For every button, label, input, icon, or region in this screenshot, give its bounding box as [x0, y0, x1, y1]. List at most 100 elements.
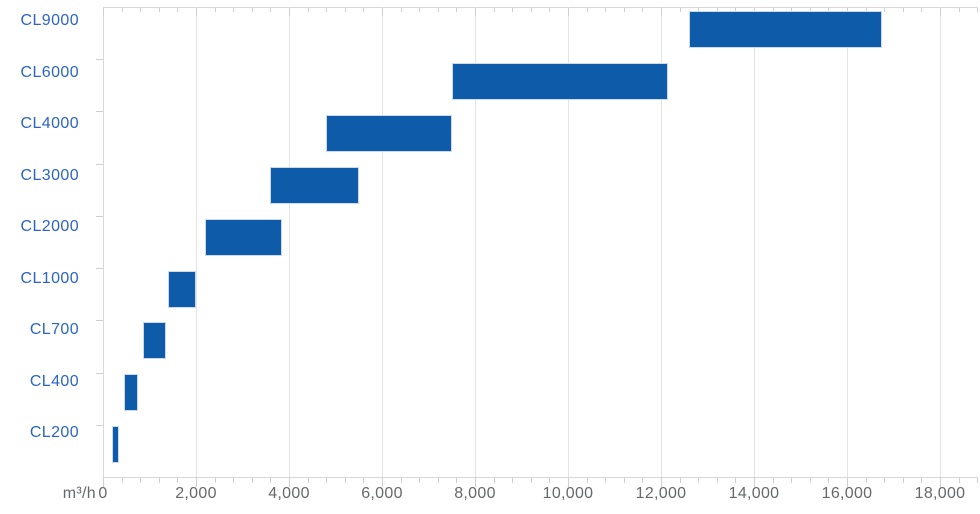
minor-tick-mark — [586, 8, 588, 12]
category-label-cl3000: CL3000 — [20, 166, 79, 184]
minor-tick-mark — [902, 8, 904, 12]
x-tick-label: 16,000 — [821, 485, 873, 502]
major-tick-mark — [940, 478, 941, 487]
major-tick-mark — [568, 8, 569, 16]
minor-tick-mark — [921, 478, 923, 483]
x-tick-label: 2,000 — [175, 485, 217, 502]
minor-tick-mark — [140, 8, 142, 12]
major-tick-mark — [475, 8, 476, 16]
category-boundary-tick — [96, 372, 103, 374]
gridline — [381, 7, 383, 477]
minor-tick-mark — [363, 8, 365, 12]
minor-tick-mark — [958, 8, 960, 12]
minor-tick-mark — [623, 478, 625, 483]
gridline — [753, 7, 755, 477]
category-boundary-tick — [96, 268, 103, 270]
minor-tick-mark — [400, 8, 402, 12]
bar-cl400 — [123, 374, 138, 412]
minor-tick-mark — [791, 8, 793, 12]
gridline — [567, 7, 569, 477]
x-tick-label: 6,000 — [361, 485, 403, 502]
minor-tick-mark — [158, 8, 160, 12]
minor-tick-mark — [642, 478, 644, 483]
minor-tick-mark — [605, 8, 607, 12]
minor-tick-mark — [865, 8, 867, 12]
x-tick-label: 14,000 — [728, 485, 780, 502]
minor-tick-mark — [158, 478, 160, 483]
minor-tick-mark — [363, 478, 365, 483]
category-label-cl2000: CL2000 — [20, 218, 79, 235]
minor-tick-mark — [809, 478, 811, 483]
category-boundary-tick — [96, 215, 103, 217]
minor-tick-mark — [679, 478, 681, 483]
minor-tick-mark — [437, 8, 439, 12]
major-tick-mark — [196, 478, 197, 487]
major-tick-mark — [568, 478, 569, 487]
minor-tick-mark — [419, 8, 421, 12]
major-tick-mark — [661, 478, 662, 487]
minor-tick-mark — [177, 8, 179, 12]
x-tick-label: 4,000 — [268, 485, 310, 502]
x-axis-bottom-line — [103, 477, 978, 478]
category-label-cl200: CL200 — [29, 424, 79, 441]
x-tick-label: 10,000 — [542, 485, 594, 502]
minor-tick-mark — [307, 8, 309, 12]
minor-tick-mark — [251, 478, 253, 483]
minor-tick-mark — [493, 478, 495, 483]
major-tick-mark — [382, 8, 383, 16]
minor-tick-mark — [921, 8, 923, 12]
minor-tick-mark — [735, 478, 737, 483]
minor-tick-mark — [530, 478, 532, 483]
gridline — [660, 7, 662, 477]
category-label-cl9000: CL9000 — [20, 12, 79, 29]
minor-tick-mark — [642, 8, 644, 12]
category-label-cl4000: CL4000 — [20, 115, 79, 132]
minor-tick-mark — [884, 8, 886, 12]
gridline — [195, 7, 197, 477]
bar-cl6000 — [451, 62, 668, 100]
bar-cl200 — [112, 426, 120, 464]
x-axis-top-line — [103, 7, 978, 8]
minor-tick-mark — [828, 478, 830, 483]
major-tick-mark — [847, 478, 848, 487]
major-tick-mark — [940, 8, 941, 16]
major-tick-mark — [754, 478, 755, 487]
bar-cl4000 — [326, 114, 452, 152]
x-tick-label: 0 — [98, 485, 108, 502]
bar-cl9000 — [688, 11, 882, 48]
category-boundary-tick — [96, 163, 103, 165]
category-boundary-tick — [96, 424, 103, 426]
minor-tick-mark — [828, 8, 830, 12]
minor-tick-mark — [772, 8, 774, 12]
minor-tick-mark — [977, 478, 979, 483]
minor-tick-mark — [419, 478, 421, 483]
minor-tick-mark — [549, 8, 551, 12]
minor-tick-mark — [512, 478, 514, 483]
major-tick-mark — [289, 8, 290, 16]
minor-tick-mark — [512, 8, 514, 12]
gridline — [288, 7, 290, 477]
bar-cl700 — [142, 322, 166, 360]
x-tick-label: 8,000 — [454, 485, 496, 502]
category-label-cl400: CL400 — [29, 372, 79, 390]
bar-cl1000 — [168, 270, 196, 308]
gridline — [474, 7, 476, 477]
minor-tick-mark — [586, 478, 588, 483]
minor-tick-mark — [865, 478, 867, 483]
minor-tick-mark — [456, 8, 458, 12]
gridline — [939, 7, 941, 477]
minor-tick-mark — [679, 8, 681, 12]
minor-tick-mark — [214, 478, 216, 483]
minor-tick-mark — [772, 478, 774, 483]
minor-tick-mark — [270, 8, 272, 12]
minor-tick-mark — [344, 478, 346, 483]
minor-tick-mark — [233, 8, 235, 12]
major-tick-mark — [289, 478, 290, 487]
category-label-cl700: CL700 — [29, 321, 79, 338]
minor-tick-mark — [121, 478, 123, 483]
minor-tick-mark — [698, 478, 700, 483]
x-tick-label: 18,000 — [914, 485, 966, 502]
minor-tick-mark — [809, 8, 811, 12]
minor-tick-mark — [623, 8, 625, 12]
